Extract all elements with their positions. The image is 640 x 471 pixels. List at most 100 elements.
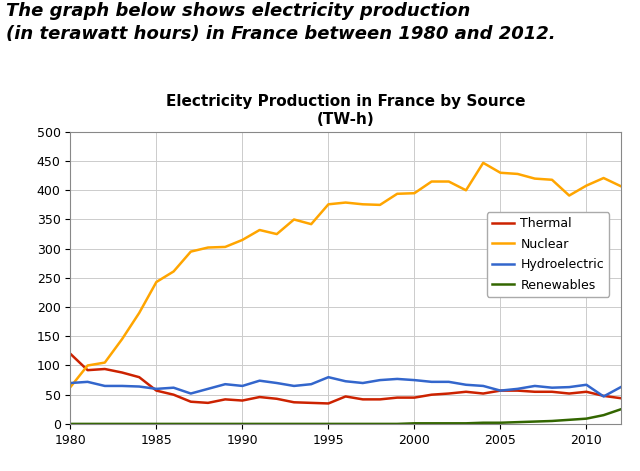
Nuclear xyxy=(565,193,573,198)
Hydroelectric xyxy=(187,391,195,397)
Thermal xyxy=(152,388,160,393)
Hydroelectric xyxy=(239,383,246,389)
Nuclear xyxy=(531,176,539,181)
Nuclear xyxy=(617,183,625,189)
Thermal xyxy=(84,367,92,373)
Hydroelectric xyxy=(290,383,298,389)
Renewables xyxy=(342,421,349,427)
Nuclear xyxy=(582,183,590,188)
Thermal xyxy=(376,397,384,402)
Nuclear xyxy=(101,360,109,365)
Thermal xyxy=(256,394,264,400)
Nuclear xyxy=(462,187,470,193)
Hydroelectric xyxy=(548,385,556,390)
Renewables xyxy=(617,406,625,412)
Hydroelectric xyxy=(479,383,487,389)
Renewables xyxy=(514,419,522,425)
Hydroelectric xyxy=(84,379,92,385)
Renewables xyxy=(118,421,126,427)
Hydroelectric xyxy=(359,380,367,386)
Nuclear xyxy=(428,179,435,184)
Thermal xyxy=(445,391,452,397)
Hydroelectric xyxy=(394,376,401,382)
Thermal xyxy=(565,391,573,397)
Renewables xyxy=(462,421,470,426)
Hydroelectric xyxy=(118,383,126,389)
Renewables xyxy=(204,421,212,427)
Hydroelectric xyxy=(600,394,607,399)
Hydroelectric xyxy=(307,382,315,387)
Hydroelectric xyxy=(342,378,349,384)
Hydroelectric xyxy=(565,384,573,390)
Thermal xyxy=(600,393,607,398)
Hydroelectric xyxy=(152,386,160,392)
Thermal xyxy=(221,397,229,402)
Nuclear xyxy=(152,279,160,285)
Renewables xyxy=(479,420,487,426)
Thermal xyxy=(394,395,401,400)
Nuclear xyxy=(84,363,92,368)
Legend: Thermal, Nuclear, Hydroelectric, Renewables: Thermal, Nuclear, Hydroelectric, Renewab… xyxy=(486,212,609,297)
Renewables xyxy=(101,421,109,427)
Renewables xyxy=(290,421,298,427)
Thermal xyxy=(462,389,470,395)
Thermal xyxy=(101,366,109,372)
Nuclear xyxy=(290,217,298,222)
Nuclear xyxy=(239,237,246,243)
Renewables xyxy=(152,421,160,427)
Nuclear xyxy=(221,244,229,250)
Hydroelectric xyxy=(324,374,332,380)
Nuclear xyxy=(135,310,143,316)
Line: Thermal: Thermal xyxy=(70,354,621,404)
Renewables xyxy=(170,421,177,427)
Renewables xyxy=(411,421,419,426)
Renewables xyxy=(307,421,315,427)
Hydroelectric xyxy=(221,382,229,387)
Thermal xyxy=(307,400,315,406)
Thermal xyxy=(135,374,143,380)
Nuclear xyxy=(67,384,74,390)
Thermal xyxy=(118,370,126,375)
Nuclear xyxy=(411,190,419,196)
Thermal xyxy=(514,388,522,393)
Renewables xyxy=(531,419,539,424)
Thermal xyxy=(411,395,419,400)
Thermal xyxy=(497,388,504,393)
Thermal xyxy=(548,389,556,395)
Nuclear xyxy=(118,336,126,342)
Hydroelectric xyxy=(101,383,109,389)
Renewables xyxy=(565,417,573,422)
Renewables xyxy=(256,421,264,427)
Renewables xyxy=(548,418,556,424)
Title: Electricity Production in France by Source
(TW-h): Electricity Production in France by Sour… xyxy=(166,94,525,127)
Renewables xyxy=(600,412,607,418)
Hydroelectric xyxy=(582,382,590,388)
Hydroelectric xyxy=(617,384,625,390)
Thermal xyxy=(582,389,590,395)
Renewables xyxy=(428,421,435,426)
Text: The graph below shows electricity production
(in terawatt hours) in France betwe: The graph below shows electricity produc… xyxy=(6,2,556,42)
Line: Hydroelectric: Hydroelectric xyxy=(70,377,621,397)
Nuclear xyxy=(204,245,212,251)
Hydroelectric xyxy=(411,377,419,383)
Nuclear xyxy=(394,191,401,196)
Nuclear xyxy=(548,177,556,183)
Thermal xyxy=(479,391,487,397)
Renewables xyxy=(582,416,590,422)
Hydroelectric xyxy=(445,379,452,385)
Thermal xyxy=(273,396,281,402)
Hydroelectric xyxy=(256,378,264,383)
Hydroelectric xyxy=(428,379,435,385)
Renewables xyxy=(445,421,452,426)
Hydroelectric xyxy=(170,385,177,390)
Hydroelectric xyxy=(376,377,384,383)
Renewables xyxy=(359,421,367,427)
Nuclear xyxy=(359,202,367,207)
Thermal xyxy=(170,392,177,398)
Nuclear xyxy=(600,175,607,181)
Thermal xyxy=(67,351,74,357)
Hydroelectric xyxy=(497,388,504,393)
Renewables xyxy=(187,421,195,427)
Thermal xyxy=(324,401,332,406)
Line: Nuclear: Nuclear xyxy=(70,163,621,387)
